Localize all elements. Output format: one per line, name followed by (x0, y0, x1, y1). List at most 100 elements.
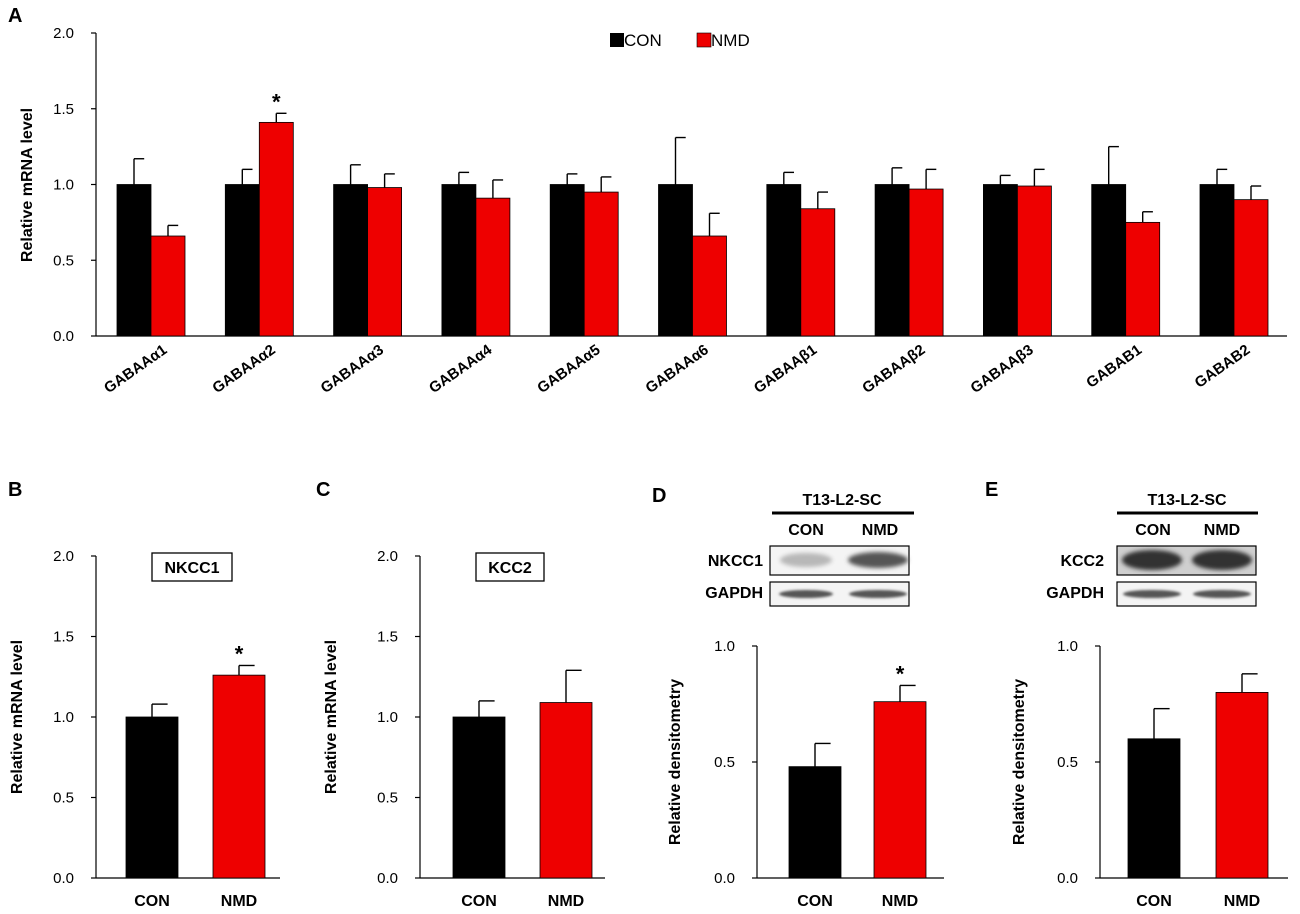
x-tick-label: GABAB2 (1192, 341, 1254, 391)
chart-a: 0.0 0.5 1.0 1.5 2.0 Relative mRNA level GABAAα… (19, 25, 1287, 397)
y-tick-label: 0.5 (53, 252, 74, 269)
y-tick-label: 0.0 (53, 328, 74, 345)
y-tick-label: 1.0 (53, 177, 74, 194)
bar-con-gabaa-6 (658, 184, 693, 337)
bar-con (1127, 738, 1181, 879)
bar-nmd-gabab2 (1233, 199, 1269, 337)
chart-e: 0.0 0.5 1.0 Relative densitometry CON NMD (1011, 638, 1288, 910)
chart-title-kcc2: KCC2 (488, 560, 532, 577)
panel-letter-d: D (652, 485, 666, 507)
x-tick-label: NMD (1224, 893, 1260, 910)
legend-label-con: CON (624, 31, 662, 50)
significance-marker: * (235, 641, 244, 666)
x-tick-label: GABAAβ3 (968, 341, 1037, 397)
y-tick-label: 0.0 (53, 870, 74, 887)
chart-d: 0.0 0.5 1.0 Relative densitometry CON * NMD (667, 638, 944, 910)
x-tick-label: NMD (221, 893, 257, 910)
panel-a: A CON NMD (8, 5, 750, 50)
bar-con-gabaa-3 (983, 184, 1018, 337)
bar-nmd-gabaa-2 (258, 121, 294, 337)
x-tick-label: NMD (548, 893, 584, 910)
x-tick-label: GABAAβ2 (859, 341, 928, 397)
x-tick-label: GABAAα3 (318, 341, 387, 397)
bar-con-gabaa-2 (224, 184, 260, 337)
bar-nmd (873, 701, 927, 879)
x-tick-label: GABAAα6 (643, 341, 712, 397)
y-tick-label: 0.0 (714, 870, 735, 887)
blot-lane-nmd: NMD (862, 522, 898, 539)
bar-nmd-gabaa-6 (692, 235, 727, 337)
blot-lane-con: CON (788, 522, 824, 539)
bar-nmd-gabaa-1 (800, 208, 836, 337)
y-tick-label: 1.0 (714, 638, 735, 655)
bar-nmd (539, 702, 593, 879)
bar-con (452, 716, 506, 879)
blot-band-gapdh-nmd (849, 590, 907, 598)
y-tick-label: 1.0 (1057, 638, 1078, 655)
panel-letter-e: E (985, 479, 998, 501)
x-tick-label: CON (1136, 893, 1172, 910)
bar-con-gabab1 (1091, 184, 1127, 337)
bar-nmd (1215, 692, 1269, 879)
bar-nmd-gabaa-3 (367, 187, 403, 337)
x-tick-label: CON (134, 893, 170, 910)
blot-header: T13-L2-SC (802, 492, 882, 509)
bar-con (125, 716, 179, 879)
y-tick-label: 0.5 (714, 754, 735, 771)
legend-label-nmd: NMD (711, 31, 750, 50)
blot-band-nkcc1-nmd (848, 552, 908, 568)
y-axis-title: Relative densitometry (667, 679, 684, 845)
bar-nmd (212, 674, 266, 879)
x-tick-label: CON (797, 893, 833, 910)
blot-band-kcc2-con (1122, 550, 1182, 570)
x-tick-label: CON (461, 893, 497, 910)
bar-nmd-gabaa-3 (1017, 185, 1052, 337)
y-tick-label: 1.5 (53, 101, 74, 118)
chart-b: 0.0 0.5 1.0 1.5 2.0 Relative mRNA level CON * NM… (9, 548, 280, 910)
bar-nmd-gabab1 (1125, 221, 1161, 337)
y-axis-title: Relative mRNA level (9, 640, 26, 794)
bar-con-gabaa-1 (116, 184, 152, 337)
legend: CON NMD (610, 31, 750, 50)
panel-letter-b: B (8, 479, 22, 501)
bar-nmd-gabaa-1 (150, 235, 186, 337)
chart-title-nkcc1: NKCC1 (164, 560, 219, 577)
y-tick-label: 1.5 (53, 629, 74, 646)
blot-header: T13-L2-SC (1147, 492, 1227, 509)
x-tick-label: GABAAα2 (209, 341, 278, 397)
legend-swatch-nmd (696, 32, 712, 48)
y-tick-label: 1.5 (377, 629, 398, 646)
y-tick-label: 1.0 (377, 709, 398, 726)
legend-swatch-con (610, 33, 624, 47)
western-blot-d: T13-L2-SC CON NMD NKCC1 GAPDH (705, 492, 914, 607)
bar-nmd-gabaa-2 (908, 188, 944, 337)
y-tick-label: 2.0 (53, 25, 74, 42)
x-tick-label: GABAAα5 (534, 341, 603, 397)
y-tick-label: 0.5 (53, 790, 74, 807)
x-tick-label: GABAB1 (1083, 341, 1145, 391)
bar-con-gabaa-3 (333, 184, 369, 337)
blot-band-nkcc1-con (780, 553, 832, 567)
y-tick-label: 0.5 (377, 790, 398, 807)
blot-band-gapdh-nmd (1193, 590, 1251, 598)
y-tick-label: 0.5 (1057, 754, 1078, 771)
title-box-nkcc1 (151, 552, 233, 582)
blot-lane-con: CON (1135, 522, 1171, 539)
x-tick-label: GABAAα4 (426, 341, 496, 397)
bar-con-gabaa-4 (441, 184, 477, 337)
y-axis-title: Relative mRNA level (19, 108, 36, 262)
bar-nmd-gabaa-5 (583, 191, 619, 337)
y-tick-label: 1.0 (53, 709, 74, 726)
blot-band-kcc2-nmd (1192, 550, 1252, 570)
bar-con-gabaa-5 (549, 184, 585, 337)
y-tick-label: 2.0 (377, 548, 398, 565)
panel-letter-a: A (8, 5, 22, 27)
bar-con (788, 766, 842, 879)
blot-band-gapdh-con (779, 590, 833, 598)
panel-letter-c: C (316, 479, 330, 501)
blot-row-label-nkcc1: NKCC1 (708, 553, 763, 570)
western-blot-e: T13-L2-SC CON NMD KCC2 GAPDH (1046, 492, 1258, 607)
blot-band-gapdh-con (1123, 590, 1181, 598)
blot-row-label-kcc2: KCC2 (1060, 553, 1104, 570)
